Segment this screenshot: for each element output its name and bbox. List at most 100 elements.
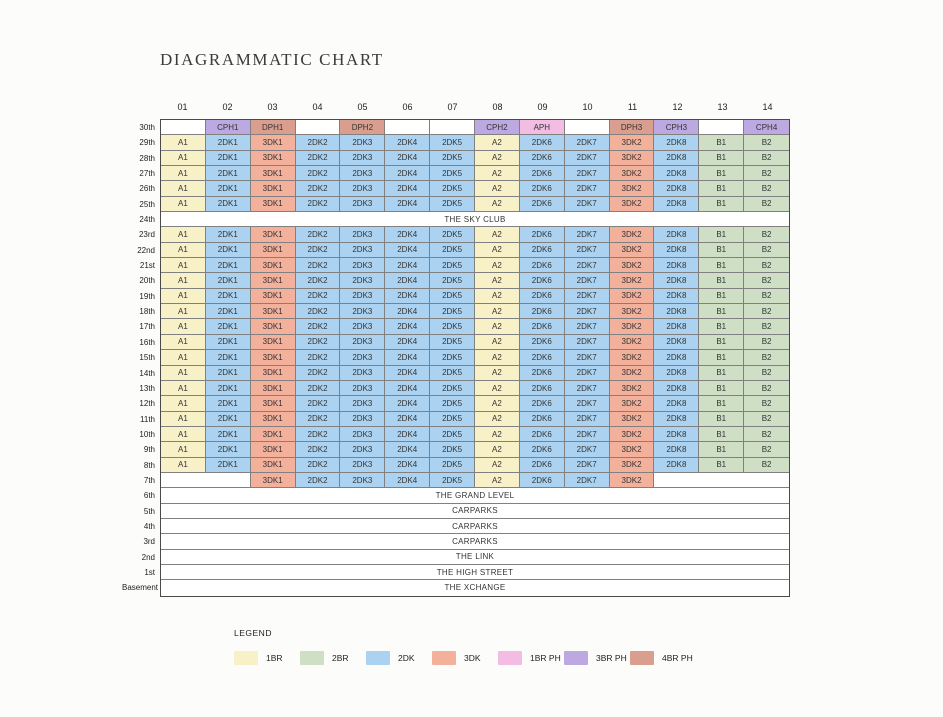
unit-cell: 2DK5: [430, 273, 476, 289]
unit-cell: 2DK3: [340, 442, 386, 458]
floor-row: 22nd A1 2DK1 3DK1 2DK2 2DK3 2DK4 2DK5 A2 2DK6 2DK7…: [137, 242, 790, 259]
legend-label: 2DK: [398, 653, 415, 663]
unit-cell: 2DK4: [385, 426, 431, 443]
unit-cell: 2DK5: [430, 426, 476, 443]
unit-cell: B1: [699, 196, 745, 213]
unit-cell: 2DK6: [519, 365, 565, 381]
unit-cell: 2DK2: [295, 472, 341, 489]
unit-cell: 2DK5: [430, 304, 476, 320]
unit-cell: 3DK2: [609, 135, 655, 151]
legend-item: 2BR: [300, 651, 366, 665]
unit-cell: 2DK1: [205, 196, 251, 213]
unit-cell: 3DK1: [250, 258, 296, 274]
unit-cell: 2DK3: [340, 150, 386, 167]
unit-cell: B1: [699, 426, 745, 443]
unit-cell: 3DK2: [609, 319, 655, 335]
unit-cell: B1: [699, 457, 745, 473]
unit-cell: B1: [699, 242, 745, 259]
unit-cell: A2: [475, 181, 520, 197]
unit-cell: 3DK2: [609, 411, 655, 427]
unit-cell: 2DK3: [340, 273, 386, 289]
floor-label: 1st: [144, 567, 155, 577]
floor-label: 2nd: [141, 552, 155, 562]
unit-cell: 2DK5: [430, 288, 476, 305]
floor-row: 27th A1 2DK1 3DK1 2DK2 2DK3 2DK4 2DK5 A2 2DK6 2DK7…: [139, 166, 790, 182]
unit-cell: B1: [699, 334, 745, 351]
unit-cell: A2: [475, 273, 520, 289]
floor-row: 4th CARPARKS: [144, 518, 789, 535]
floor-row: 20th A1 2DK1 3DK1 2DK2 2DK3 2DK4 2DK5 A2 2DK6 2DK7…: [139, 273, 790, 289]
unit-cell: 2DK8: [654, 396, 700, 412]
unit-cell: 2DK8: [654, 150, 700, 167]
unit-cell: 2DK3: [340, 304, 386, 320]
unit-cell: 2DK8: [654, 319, 700, 335]
unit-cell: 2DK5: [430, 135, 476, 151]
unit-cell: 2DK4: [385, 273, 431, 289]
unit-cell: 2DK8: [654, 442, 700, 458]
unit-cell: 2DK6: [519, 135, 565, 151]
floor-row: 17th A1 2DK1 3DK1 2DK2 2DK3 2DK4 2DK5 A2 2DK6 2DK7…: [139, 319, 790, 335]
floor-label: 27th: [139, 169, 155, 179]
unit-cell: 2DK2: [295, 365, 341, 381]
facility-banner: CARPARKS: [161, 518, 789, 535]
unit-cell: 2DK4: [385, 472, 431, 489]
unit-cell: 2DK5: [430, 196, 476, 213]
unit-cell: 2DK6: [519, 380, 565, 397]
unit-cell: 2DK7: [564, 288, 610, 305]
unit-cell: A1: [161, 288, 206, 305]
floor-label: 11th: [140, 414, 155, 424]
floor-label: 15th: [139, 353, 155, 363]
floor-label: 28th: [139, 153, 155, 163]
unit-cell: 3DK1: [250, 273, 296, 289]
unit-cell: 2DK4: [385, 365, 431, 381]
unit-cell: 3DK1: [250, 166, 296, 182]
unit-cell: 2DK7: [564, 227, 610, 243]
unit-cell: B1: [699, 365, 745, 381]
unit-cell: 2DK8: [654, 288, 700, 305]
unit-cell: 2DK1: [205, 258, 251, 274]
unit-cell: A2: [475, 150, 520, 167]
floor-label: 7th: [143, 475, 155, 485]
unit-cell: 2DK6: [519, 181, 565, 197]
unit-cell: B1: [699, 273, 745, 289]
facility-banner: THE HIGH STREET: [161, 564, 789, 581]
unit-cell: 3DK1: [250, 380, 296, 397]
unit-cell: 2DK6: [519, 288, 565, 305]
unit-cell: 2DK7: [564, 242, 610, 259]
unit-cell: 2DK5: [430, 442, 476, 458]
unit-cell: 2DK4: [385, 288, 431, 305]
unit-cell: 2DK7: [564, 181, 610, 197]
unit-cell: 2DK2: [295, 135, 341, 151]
unit-cell: 2DK5: [430, 258, 476, 274]
unit-cell: 2DK1: [205, 411, 251, 427]
unit-cell: 2DK6: [519, 350, 565, 366]
unit-cell: B1: [699, 304, 745, 320]
floor-row: 12th A1 2DK1 3DK1 2DK2 2DK3 2DK4 2DK5 A2 2DK6 2DK7…: [139, 396, 790, 412]
legend-label: 1BR PH: [530, 653, 561, 663]
unit-cell: 2DK1: [205, 227, 251, 243]
unit-cell: CPH4: [744, 120, 790, 136]
unit-cell: A1: [161, 273, 206, 289]
unit-cell: 2DK3: [340, 380, 386, 397]
legend-title: LEGEND: [234, 628, 272, 638]
unit-cell: 2DK2: [295, 334, 341, 351]
unit-cell: 3DK2: [609, 365, 655, 381]
unit-cell: 2DK7: [564, 396, 610, 412]
unit-cell: 2DK2: [295, 426, 341, 443]
floor-label: 5th: [143, 506, 155, 516]
unit-cell: A1: [161, 135, 206, 151]
unit-cell: 2DK2: [295, 242, 341, 259]
unit-cell: 2DK8: [654, 350, 700, 366]
legend-label: 4BR PH: [662, 653, 693, 663]
unit-cell: B1: [699, 227, 745, 243]
unit-cell: 2DK5: [430, 365, 476, 381]
unit-cell: A2: [475, 457, 520, 473]
unit-cell: A2: [475, 258, 520, 274]
unit-cell: 3DK1: [250, 365, 296, 381]
unit-cell: 3DK2: [609, 196, 655, 213]
unit-cell: 2DK3: [340, 319, 386, 335]
unit-cell: 2DK4: [385, 396, 431, 412]
unit-cell: CPH1: [205, 120, 251, 136]
floor-row: 10th A1 2DK1 3DK1 2DK2 2DK3 2DK4 2DK5 A2 2DK6 2DK7…: [139, 426, 790, 443]
